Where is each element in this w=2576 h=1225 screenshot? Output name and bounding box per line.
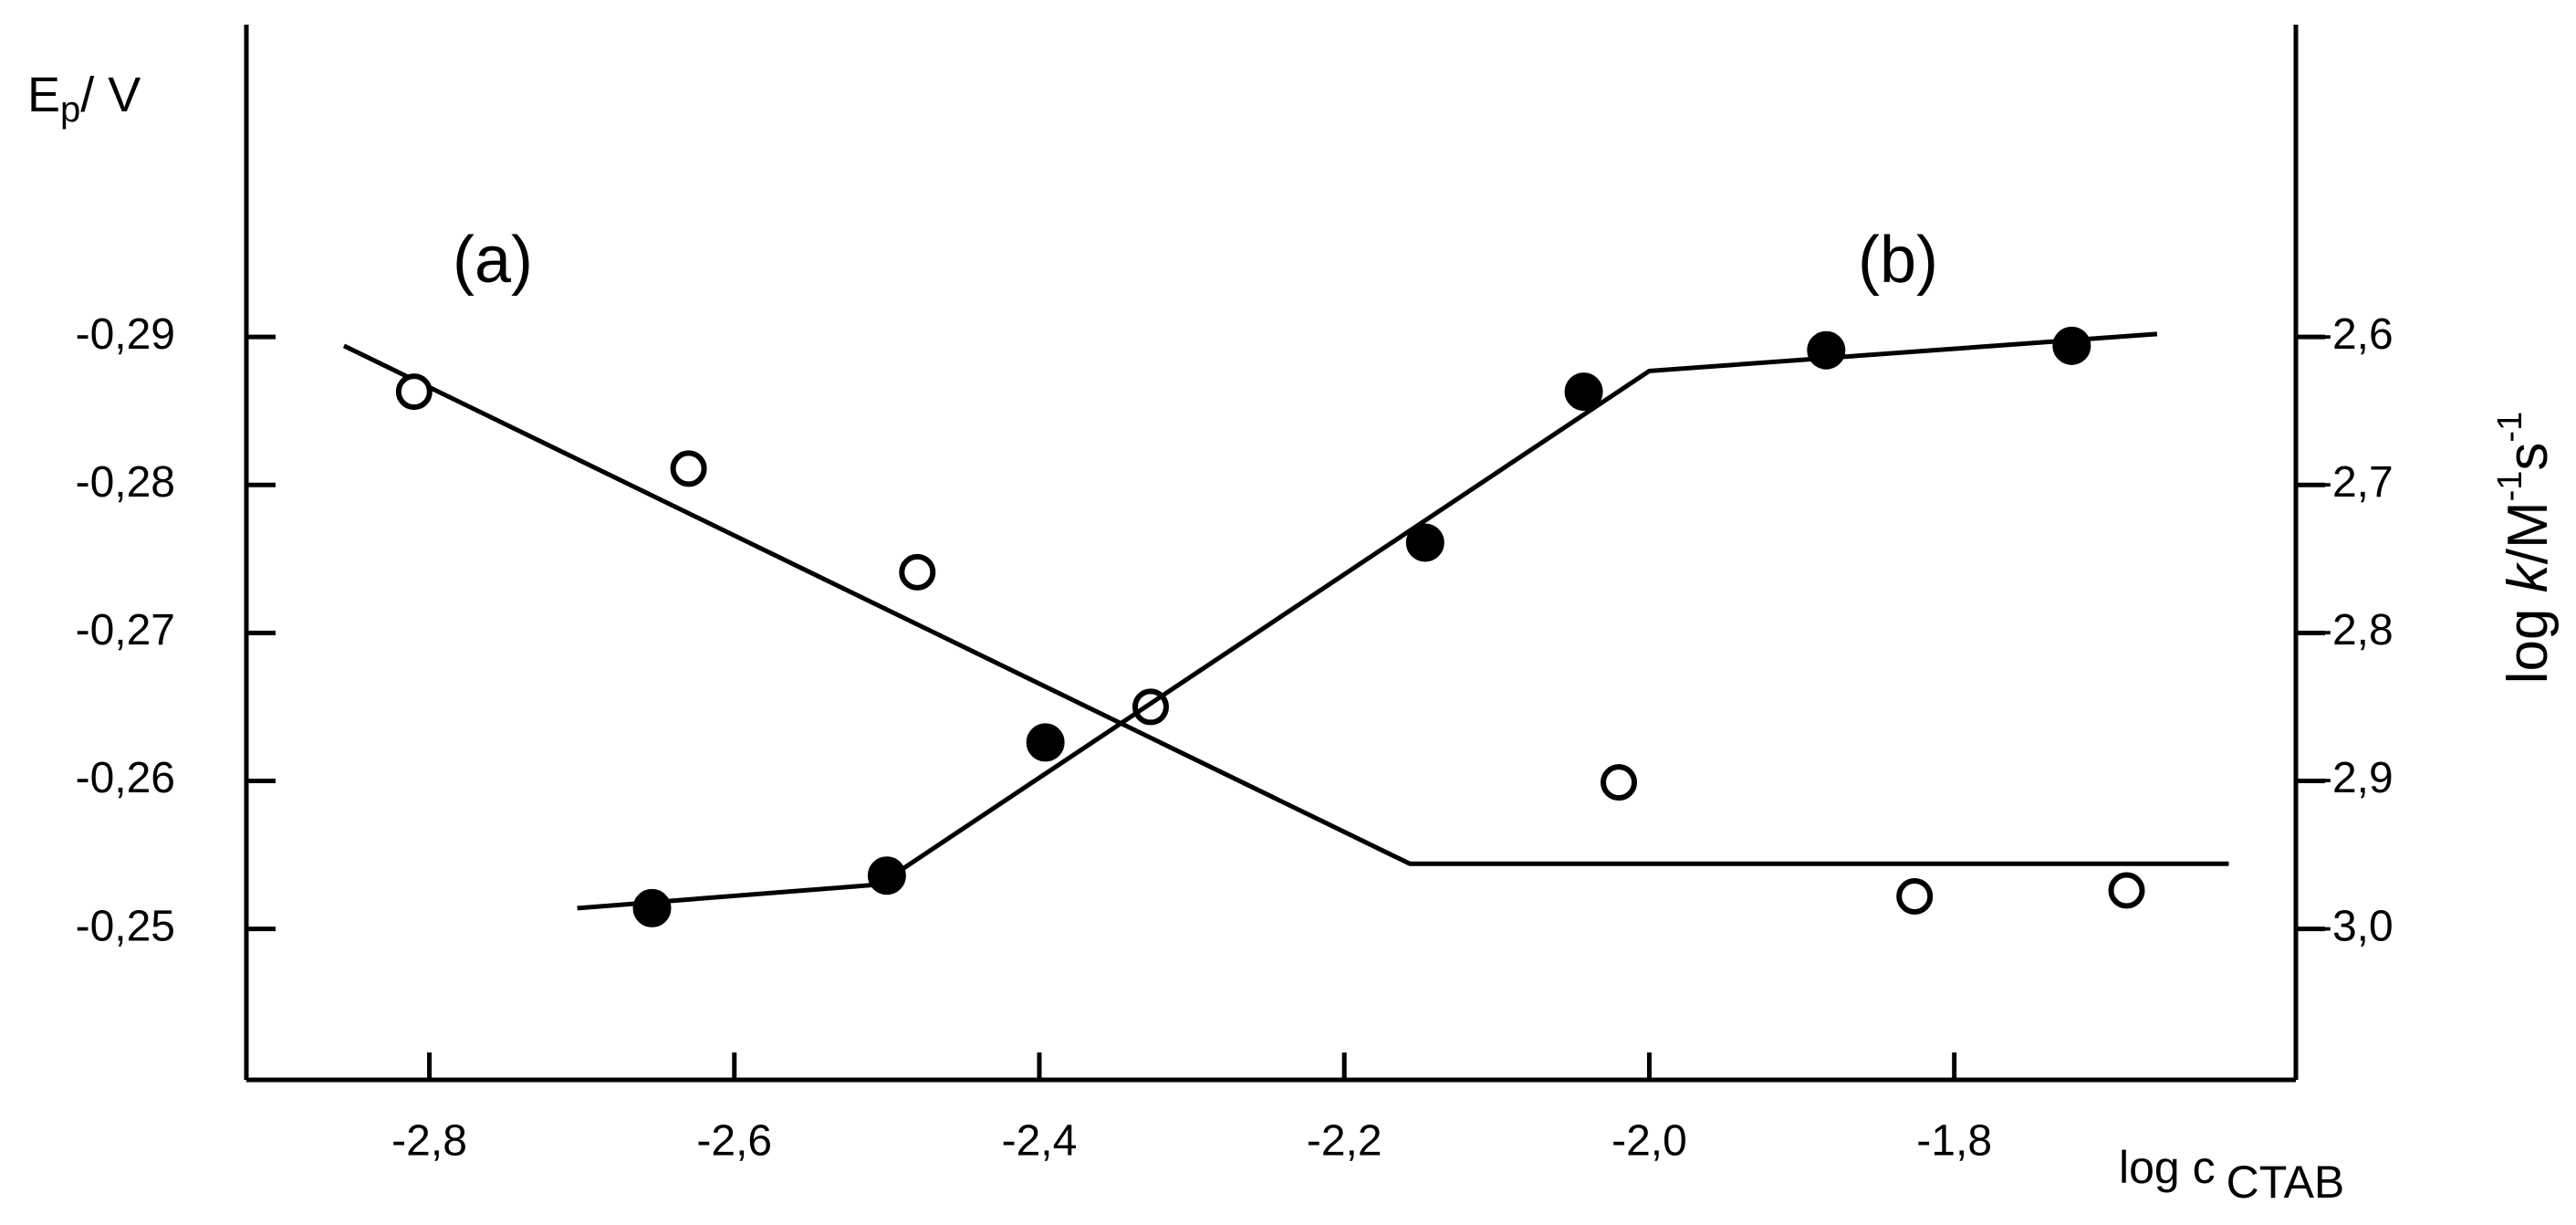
y-tick-label: -0,27: [76, 606, 175, 654]
data-point: [632, 888, 672, 927]
x-tick-label: -2,8: [391, 1117, 467, 1166]
data-point: [2108, 872, 2145, 909]
data-point: [395, 373, 433, 411]
x-tick-label: -2,2: [1307, 1117, 1382, 1166]
y2-tick-label: -2,9: [2318, 754, 2393, 802]
y-label-sub: p: [60, 89, 80, 130]
x-tick-label: -2,0: [1611, 1117, 1687, 1166]
y2-tick-label: -2,7: [2318, 458, 2393, 507]
data-point: [867, 856, 906, 895]
data-point: [1896, 877, 1934, 915]
y-tick-label: -0,26: [76, 754, 175, 802]
fit-line: [577, 331, 2158, 911]
y2-label-exp: -1: [2491, 471, 2529, 502]
y2-label-unit: s: [2497, 443, 2560, 471]
data-point: [1564, 372, 1603, 412]
y-axis-label: Ep/ V: [27, 68, 141, 129]
y2-tick-label: -2,8: [2318, 606, 2393, 654]
y2-tick-label: -2,6: [2318, 310, 2393, 359]
y2-label-exp: -1: [2491, 412, 2529, 443]
x-label-main: log c: [2119, 1142, 2216, 1193]
y2-label-pre: log: [2497, 592, 2560, 684]
y-tick-label: -0,28: [76, 458, 175, 507]
y-label-rest: / V: [80, 68, 141, 122]
y2-axis-label: log k/M-1s-1: [2491, 412, 2560, 684]
y-tick-label: -0,25: [76, 902, 175, 950]
x-tick-label: -1,8: [1916, 1117, 1992, 1166]
data-point: [899, 553, 936, 591]
x-label-sub: CTAB: [2227, 1157, 2345, 1208]
fit-line: [342, 343, 2229, 866]
data-point: [2052, 326, 2091, 365]
data-point: [1601, 764, 1638, 801]
y-tick-label: -0,29: [76, 310, 175, 359]
data-point: [1405, 523, 1444, 562]
y2-label-unit: /M: [2497, 501, 2560, 564]
y2-label-italic: k: [2497, 561, 2560, 592]
y2-tick-label: -3,0: [2318, 902, 2393, 950]
y-label-main: E: [27, 68, 60, 122]
x-tick-label: -2,6: [696, 1117, 772, 1166]
x-tick-label: -2,4: [1002, 1117, 1078, 1166]
series-label: (b): [1858, 224, 1938, 297]
x-axis-label: log c CTAB: [2119, 1142, 2344, 1208]
data-point: [670, 450, 707, 487]
data-point: [1807, 330, 1846, 370]
series-label: (a): [453, 224, 533, 297]
data-point: [1026, 723, 1065, 762]
